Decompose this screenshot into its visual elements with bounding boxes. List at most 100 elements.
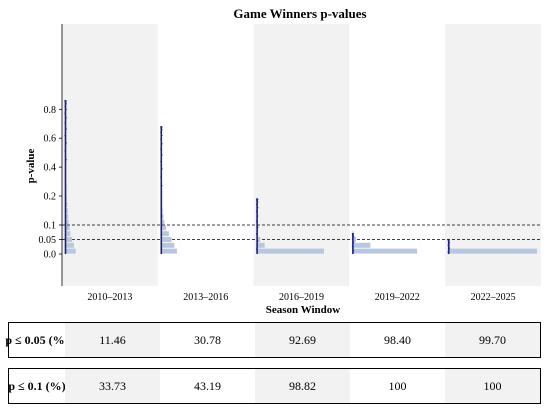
p-value-point [64, 105, 66, 107]
histogram-bar [352, 248, 418, 254]
histogram-bar [65, 219, 69, 225]
p-value-point [65, 100, 67, 102]
p-value-point [160, 176, 162, 178]
p-value-point [161, 185, 163, 187]
p-value-chart: Game Winners p-values 0.00.050.10.20.40.… [25, 6, 541, 316]
p-value-point [64, 112, 66, 114]
window-band [157, 24, 254, 286]
p-value-point [447, 240, 449, 242]
x-tick-label: 2019–2022 [375, 292, 420, 303]
p-value-point [256, 203, 258, 206]
histogram-bar [65, 237, 73, 242]
window-band [62, 24, 158, 286]
histogram-bar [65, 242, 74, 248]
window-band [349, 24, 446, 286]
window-bands [62, 24, 541, 286]
p-value-point [160, 160, 162, 163]
p-value-point [64, 134, 66, 137]
histogram-bar [352, 242, 371, 248]
p-value-point [160, 148, 162, 150]
p-value-point [352, 236, 355, 238]
p-value-point [257, 206, 259, 209]
histogram-bar [160, 231, 169, 237]
histogram-marks [64, 99, 538, 254]
table-cell: 98.40 [384, 332, 411, 347]
histogram-bar [65, 225, 70, 231]
table-row-p10: p ≤ 0.1 (%) 33.73 43.19 98.82 100 100 [8, 368, 541, 404]
p-value-point [64, 122, 66, 124]
x-tick-label: 2016–2019 [279, 292, 324, 303]
table-cell: 100 [388, 378, 407, 393]
histogram-bar [160, 219, 165, 225]
p-value-point [161, 154, 163, 156]
y-tick-label: 0.6 [44, 134, 57, 145]
p-value-point [447, 251, 449, 253]
p-value-point [448, 247, 450, 249]
p-value-point [161, 134, 163, 137]
window-band [253, 24, 350, 286]
p-value-point [161, 143, 163, 145]
histogram-bar [65, 208, 68, 213]
p-value-point [65, 117, 67, 119]
p-value-point [352, 233, 355, 235]
p-value-point [256, 220, 258, 222]
p-value-point [257, 215, 259, 217]
y-tick-label: 0.2 [44, 192, 57, 203]
p-value-point [65, 142, 67, 144]
table-cell: 11.46 [65, 323, 160, 357]
p-value-point [351, 245, 354, 247]
p-value-point [64, 101, 66, 103]
row-label: p ≤ 0.1 (%) [8, 378, 66, 393]
p-value-point [256, 233, 258, 235]
p-value-point [160, 131, 162, 133]
table-cell: 99.70 [445, 323, 540, 357]
p-value-point [161, 168, 163, 170]
y-axis: 0.0 0.05 0.1 0.2 0.4 0.6 0.8 [39, 24, 63, 286]
p-value-point [257, 226, 259, 228]
histogram-bar [65, 248, 76, 254]
x-axis: 2010–2013 2013–2016 2016–2019 2019–2022 2022… [87, 292, 515, 303]
chart-title: Game Winners p-values [233, 6, 366, 21]
x-tick-label: 2013–2016 [183, 292, 228, 303]
histogram-bar [256, 242, 265, 248]
y-tick-label: 0.4 [44, 163, 57, 174]
table-cell: 30.78 [194, 332, 221, 347]
histogram-bar [256, 237, 261, 242]
p-value-point [256, 248, 258, 250]
p-value-point [160, 138, 162, 140]
histogram-bar [160, 248, 177, 254]
p-value-point [161, 129, 163, 131]
p-value-point [257, 198, 259, 200]
p-value-point [351, 234, 354, 236]
x-tick-label: 2022–2025 [471, 292, 516, 303]
histogram-bar [160, 237, 172, 242]
y-tick-label: 0.0 [44, 250, 57, 261]
table-cell: 43.19 [194, 378, 221, 393]
table-cell: 100 [445, 369, 540, 403]
p-value-point [448, 241, 450, 244]
histogram-bar [160, 213, 164, 219]
y-axis-label: p-value [25, 148, 37, 183]
histogram-bar [160, 225, 167, 231]
p-value-point [448, 239, 450, 241]
p-value-point [65, 108, 67, 111]
p-value-point [65, 128, 67, 130]
p-value-point [256, 199, 258, 201]
histogram-bar [256, 248, 324, 254]
y-tick-label: 0.1 [44, 221, 57, 232]
p-value-point [257, 201, 259, 203]
histogram-bar [448, 248, 538, 254]
histogram-bar [160, 242, 175, 248]
table-cell: 98.82 [255, 369, 350, 403]
row-label: p ≤ 0.05 (%) [5, 332, 69, 347]
table-row-p05: p ≤ 0.05 (%) 11.46 30.78 92.69 98.40 99.… [5, 322, 541, 358]
table-cell: 33.73 [65, 369, 160, 403]
p-value-point [447, 244, 449, 246]
x-axis-label: Season Window [266, 304, 341, 316]
y-tick-label: 0.8 [44, 105, 57, 116]
p-value-point [64, 150, 66, 152]
p-value-point [352, 250, 355, 252]
window-band [445, 24, 541, 286]
y-tick-label: 0.05 [39, 235, 57, 246]
histogram-bar [65, 213, 69, 219]
